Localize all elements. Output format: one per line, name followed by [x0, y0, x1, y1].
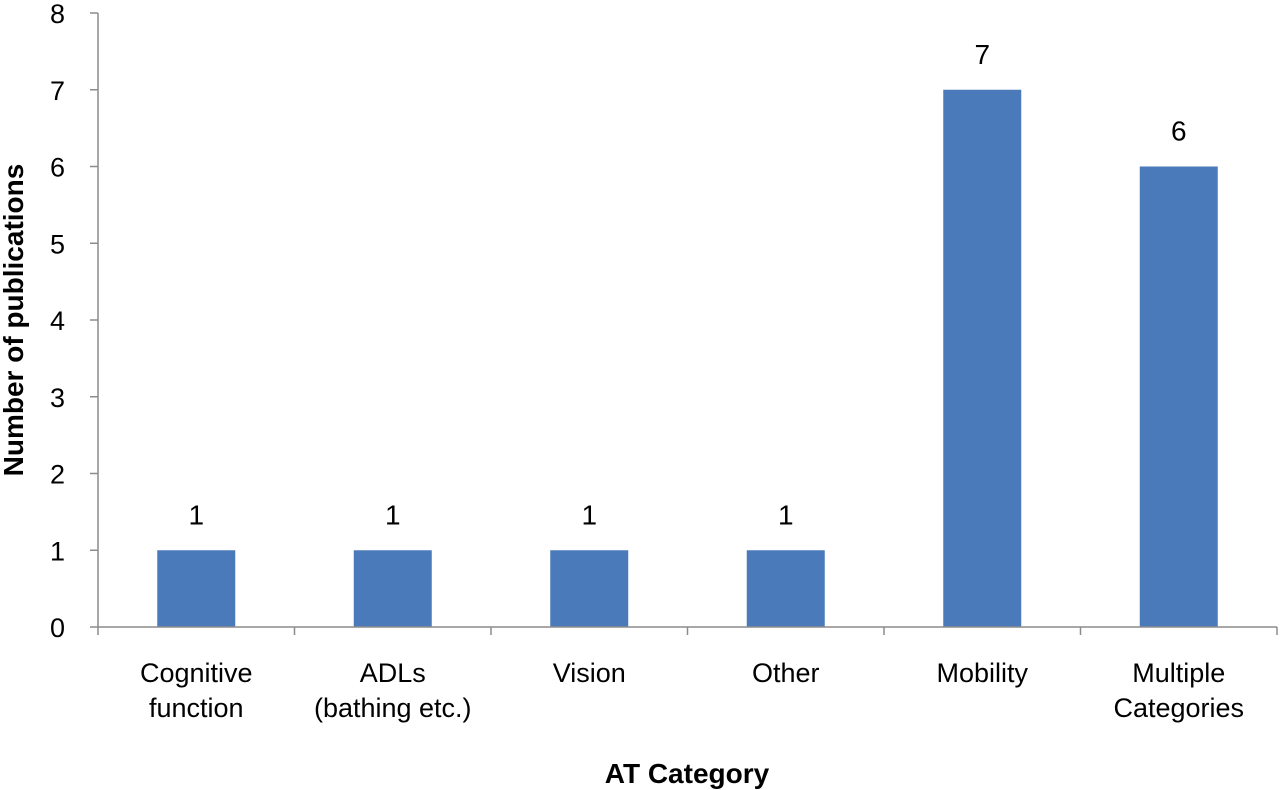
y-tick-label: 1 — [50, 536, 65, 566]
x-tick-label: Multiple Categories — [1113, 658, 1244, 723]
bar — [1139, 166, 1218, 627]
y-tick-labels: 0 1 2 3 4 5 6 7 8 — [50, 0, 65, 643]
x-tick-label: Cognitive function — [140, 658, 253, 723]
bar — [157, 550, 236, 627]
data-label: 1 — [188, 499, 204, 530]
data-label: 7 — [974, 39, 990, 70]
x-tick-label: Vision — [553, 658, 626, 688]
y-tick-label: 6 — [50, 153, 65, 183]
data-label: 1 — [778, 499, 794, 530]
bar — [550, 550, 629, 627]
y-tick-label: 2 — [50, 460, 65, 490]
x-tick-label: Mobility — [936, 658, 1028, 688]
x-tick-labels: Cognitive function ADLs (bathing etc.) Visio… — [140, 658, 1244, 723]
bar — [746, 550, 825, 627]
y-tick-label: 0 — [50, 613, 65, 643]
bars — [157, 89, 1218, 627]
y-tick-label: 4 — [50, 306, 65, 336]
y-tick-label: 7 — [50, 76, 65, 106]
y-tick-label: 5 — [50, 229, 65, 259]
data-labels: 1 1 1 1 7 6 — [188, 39, 1186, 531]
bar — [353, 550, 432, 627]
x-tick-label: Other — [752, 658, 820, 688]
y-tick-label: 8 — [50, 0, 65, 29]
data-label: 1 — [385, 499, 401, 530]
y-axis-title: Number of publications — [0, 164, 29, 477]
data-label: 6 — [1171, 116, 1187, 147]
x-axis-title: AT Category — [605, 758, 770, 789]
axes — [90, 12, 1278, 635]
x-tick-label: ADLs (bathing etc.) — [314, 658, 472, 723]
bar — [943, 89, 1022, 627]
data-label: 1 — [581, 499, 597, 530]
y-tick-label: 3 — [50, 383, 65, 413]
